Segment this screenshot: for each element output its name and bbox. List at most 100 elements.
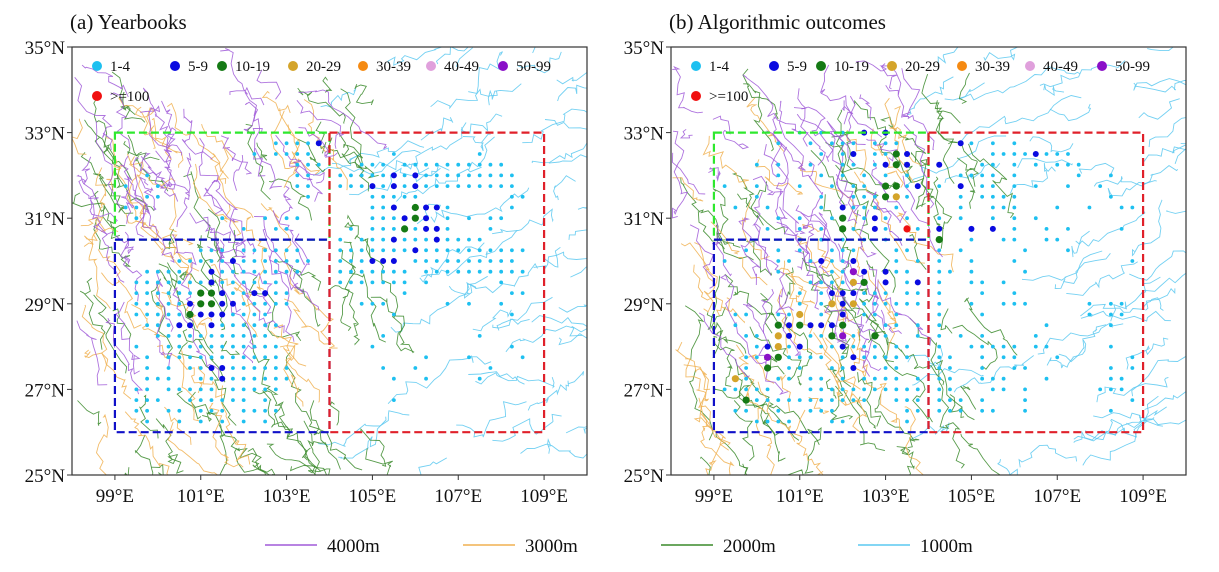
1000m-contour (556, 72, 587, 85)
point-1-4 (1044, 227, 1049, 231)
point-5-9 (818, 322, 825, 329)
3000m-contour (777, 288, 792, 354)
4000m-contour (877, 279, 932, 346)
point-1-4 (188, 387, 192, 392)
2000m-contour (353, 323, 360, 346)
2000m-contour (697, 211, 726, 242)
point-1-4 (1001, 237, 1006, 242)
2000m-contour (93, 219, 132, 268)
point-1-4 (370, 269, 375, 274)
point-1-4 (980, 162, 985, 167)
point-1-4 (402, 194, 407, 199)
point-1-4 (252, 312, 257, 317)
1000m-contour (492, 296, 553, 329)
3000m-contour (710, 221, 740, 255)
2000m-contour (344, 214, 372, 259)
point-1-4 (306, 141, 310, 146)
point-1-4 (840, 398, 845, 402)
4000m-contour (761, 288, 775, 334)
point-1-4 (467, 269, 471, 274)
point-1-4 (488, 366, 493, 370)
4000m-contour (672, 65, 703, 114)
point-10-19 (411, 214, 419, 222)
point-1-4 (894, 269, 899, 274)
2000m-contour (853, 209, 896, 293)
1000m-contour (584, 207, 587, 209)
point-1-4 (145, 376, 150, 381)
x-tick-label: 99°E (96, 486, 134, 507)
2000m-contour (934, 100, 957, 144)
2000m-contour (93, 294, 128, 374)
4000m-contour (859, 94, 872, 121)
point-1-4 (166, 269, 171, 274)
2000m-contour (968, 143, 1015, 219)
point-1-4 (1108, 194, 1113, 199)
3000m-contour (126, 174, 164, 251)
point-20-29 (774, 343, 782, 351)
point-50-99 (763, 353, 772, 361)
point-1-4 (209, 259, 214, 263)
legend-label: 30-39 (975, 59, 1010, 75)
1000m-contour (997, 459, 1025, 475)
point-1-4 (883, 323, 888, 328)
point-1-4 (1098, 184, 1103, 189)
count-legend: 1-4 5-9 10-19 20-29 30-39 40-49 50-99 >=100 (92, 59, 551, 105)
point-1-4 (263, 259, 268, 263)
1000m-contour (531, 142, 587, 164)
3000m-contour (129, 156, 162, 186)
point-1-4 (424, 248, 428, 253)
point-5-9 (786, 322, 793, 329)
point-1-4 (220, 419, 225, 424)
point-1-4 (198, 408, 203, 413)
point-5-9 (208, 322, 215, 329)
legend-label: 50-99 (1115, 59, 1150, 75)
4000m-contour (132, 157, 175, 264)
legend-marker (498, 61, 508, 71)
point-1-4 (391, 398, 396, 402)
point-1-4 (765, 205, 770, 210)
point-5-9 (936, 225, 943, 232)
legend-label: 5-9 (188, 59, 208, 75)
point-1-4 (284, 291, 289, 295)
point-1-4 (209, 344, 214, 349)
2000m-contour (237, 447, 276, 475)
point-1-4 (177, 269, 182, 274)
1000m-contour (455, 47, 473, 67)
2000m-contour (341, 249, 386, 343)
point-1-4 (1033, 334, 1038, 338)
point-1-4 (241, 344, 246, 349)
4000m-contour (763, 144, 806, 234)
point-5-9 (433, 204, 440, 211)
point-1-4 (499, 259, 504, 263)
1000m-contour (522, 108, 587, 144)
point-1-4 (209, 398, 214, 402)
point-1-4 (754, 184, 759, 189)
point-1-4 (209, 334, 214, 338)
1000m-contour (383, 457, 448, 475)
point-1-4 (188, 398, 192, 402)
4000m-contour (671, 152, 706, 195)
point-1-4 (819, 227, 824, 231)
point-1-4 (819, 387, 824, 392)
1000m-contour (401, 122, 467, 170)
point-1-4 (391, 216, 396, 221)
point-1-4 (1108, 173, 1113, 178)
point-1-4 (284, 141, 289, 146)
4000m-contour (243, 101, 263, 135)
4000m-contour (880, 309, 902, 334)
point-1-4 (359, 269, 364, 274)
2000m-contour (134, 434, 154, 475)
point-1-4 (231, 366, 235, 370)
point-1-4 (413, 162, 418, 167)
4000m-contour (115, 301, 141, 375)
point-5-9 (1032, 151, 1039, 157)
point-1-4 (883, 152, 888, 156)
1000m-contour (312, 154, 361, 176)
point-1-4 (241, 259, 246, 263)
point-1-4 (948, 366, 952, 370)
point-1-4 (819, 355, 824, 360)
point-1-4 (990, 344, 995, 349)
point-1-4 (316, 162, 321, 167)
2000m-contour (72, 192, 120, 240)
point-1-4 (188, 344, 192, 349)
